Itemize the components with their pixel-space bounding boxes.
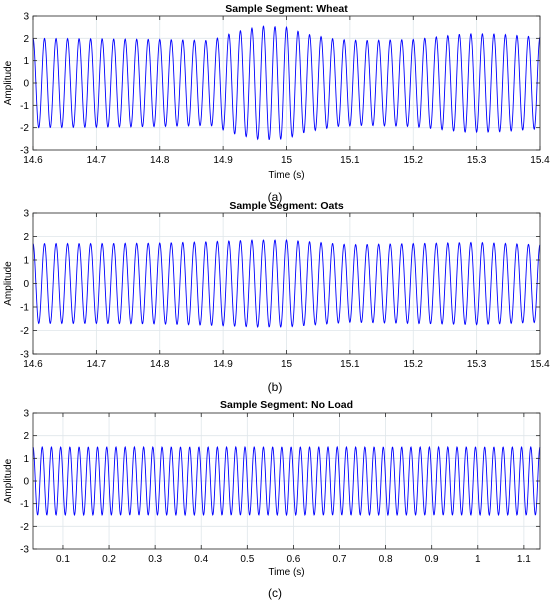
x-tick-label: 15: [281, 359, 293, 370]
x-tick-label: 0.9: [425, 554, 439, 565]
y-tick-label: 0: [23, 477, 29, 488]
y-tick-label: -2: [20, 522, 29, 533]
x-tick-label: 15.4: [530, 155, 550, 166]
y-tick-label: 3: [23, 12, 29, 23]
x-tick-label: 15.2: [404, 359, 424, 370]
x-tick-label: 1: [475, 554, 481, 565]
x-tick-label: 14.6: [23, 359, 43, 370]
y-tick-label: 0: [23, 279, 29, 290]
panel-label: (c): [268, 586, 282, 600]
x-tick-label: 14.9: [213, 359, 233, 370]
x-tick-label: 14.9: [213, 155, 233, 166]
y-tick-label: -3: [20, 545, 29, 556]
x-tick-label: 15.1: [340, 155, 360, 166]
y-tick-label: -3: [20, 350, 29, 361]
y-tick-label: -2: [20, 326, 29, 337]
y-axis-label: Amplitude: [3, 60, 14, 105]
y-tick-label: 2: [23, 34, 29, 45]
x-tick-label: 15.4: [530, 359, 550, 370]
y-tick-label: 1: [23, 256, 29, 267]
y-tick-label: 1: [23, 454, 29, 465]
signal-line: [32, 239, 541, 328]
x-tick-label: 0.5: [240, 554, 254, 565]
x-tick-label: 14.7: [87, 155, 107, 166]
y-tick-label: 2: [23, 232, 29, 243]
panel-label: (b): [268, 380, 283, 394]
x-tick-label: 14.8: [150, 155, 170, 166]
x-axis-label: Time (s): [268, 170, 304, 181]
x-tick-label: 0.4: [194, 554, 208, 565]
x-tick-label: 15.1: [340, 359, 360, 370]
chart-title: Sample Segment: No Load: [220, 399, 353, 411]
panel-label: (a): [268, 190, 283, 204]
x-tick-label: 0.2: [102, 554, 116, 565]
x-tick-label: 1.1: [517, 554, 531, 565]
y-tick-label: -1: [20, 101, 29, 112]
y-tick-label: 0: [23, 79, 29, 90]
x-tick-label: 0.7: [333, 554, 347, 565]
x-tick-label: 15.3: [467, 155, 487, 166]
chart-panel-2: 14.6 14.7 14.8 14.9 15 15.1 15.2 15.3 15.4 -3 -2 -1…: [3, 200, 550, 394]
y-axis-label: Amplitude: [3, 261, 14, 306]
y-axis-label: Amplitude: [3, 458, 14, 503]
y-tick-label: -2: [20, 123, 29, 134]
x-axis-label: Time (s): [268, 567, 304, 578]
x-tick-label: 15.3: [467, 359, 487, 370]
y-tick-label: 1: [23, 56, 29, 67]
chart-panel-1: 14.6 14.7 14.8 14.9 15 15.1 15.2 15.3 15.4 -3 -2 -1…: [3, 3, 550, 204]
x-tick-label: 15: [281, 155, 293, 166]
chart-title: Sample Segment: Oats: [229, 200, 344, 212]
x-tick-label: 14.6: [23, 155, 43, 166]
x-tick-label: 0.1: [56, 554, 70, 565]
y-tick-label: 3: [23, 209, 29, 220]
y-tick-label: -1: [20, 303, 29, 314]
x-tick-label: 14.8: [150, 359, 170, 370]
chart-panel-3: 0.1 0.2 0.3 0.4 0.5 0.6 0.7 0.8 0.9 1 1.1 -3 -2 -1 0 1 2…: [3, 399, 541, 600]
y-tick-label: 2: [23, 431, 29, 442]
signal-line: [32, 25, 541, 141]
x-tick-label: 0.3: [148, 554, 162, 565]
x-tick-label: 0.8: [379, 554, 393, 565]
y-tick-label: -1: [20, 499, 29, 510]
y-tick-label: 3: [23, 409, 29, 420]
x-tick-label: 15.2: [404, 155, 424, 166]
x-tick-label: 14.7: [87, 359, 107, 370]
x-tick-label: 0.6: [286, 554, 300, 565]
chart-title: Sample Segment: Wheat: [225, 3, 348, 15]
y-tick-label: -3: [20, 146, 29, 157]
signal-line: [32, 445, 541, 517]
